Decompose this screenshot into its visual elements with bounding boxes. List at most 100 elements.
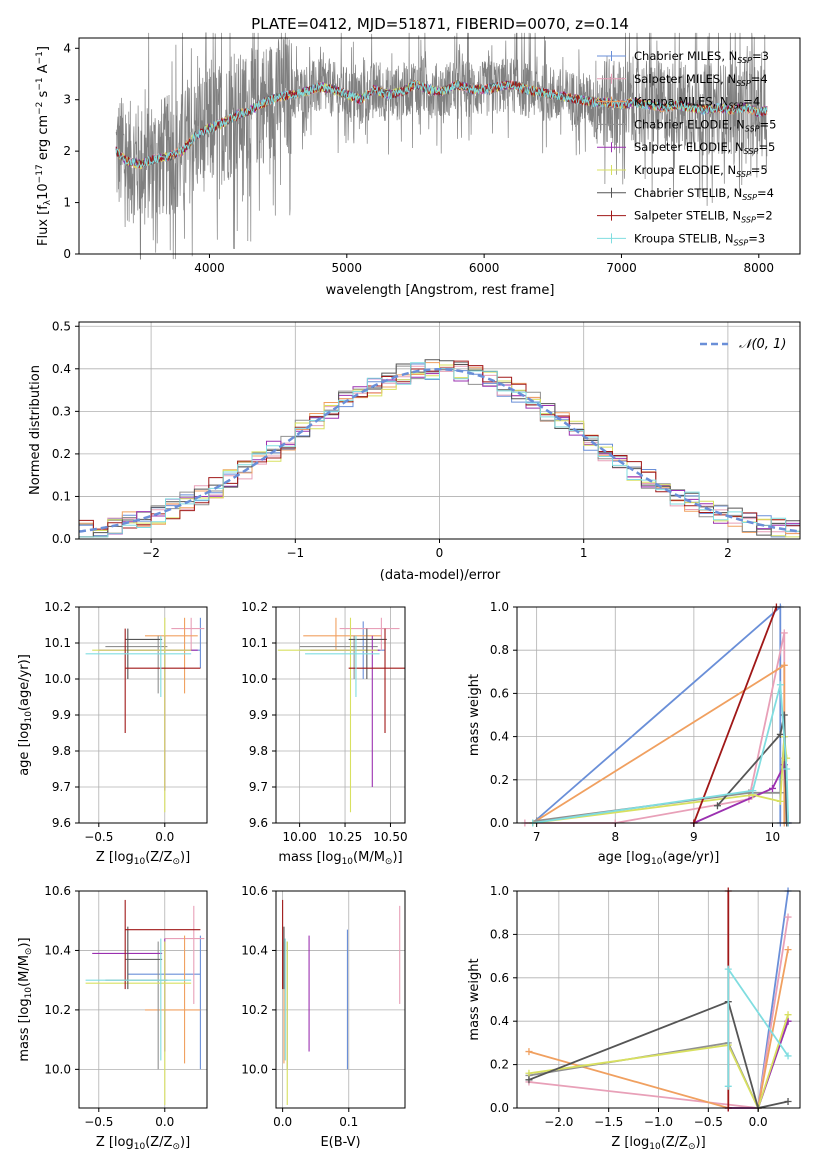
weight-marker xyxy=(724,1082,732,1090)
xtick-label: 7 xyxy=(533,830,541,844)
spectrum-title: PLATE=0412, MJD=51871, FIBERID=0070, z=0… xyxy=(251,15,629,33)
xtick-label: 8 xyxy=(611,830,619,844)
residuals-legend: 𝒩(0, 1) xyxy=(700,337,786,352)
weight-marker xyxy=(783,765,791,773)
legend-label: Chabrier ELODIE, NSSP=5 xyxy=(634,117,776,133)
ytick-label: 0.4 xyxy=(490,730,509,744)
spectrum-ytick-label: 1 xyxy=(63,196,71,210)
residuals-ytick-label: 0.3 xyxy=(52,404,71,418)
legend-label: Salpeter MILES, NSSP=4 xyxy=(634,72,768,88)
panel-ylabel: mass [log10(M/M⊙)] xyxy=(17,937,34,1061)
weight-marker xyxy=(776,797,784,805)
ytick-label: 10.6 xyxy=(241,884,268,898)
axes-frame xyxy=(516,606,801,824)
xtick-label: 10.00 xyxy=(282,830,316,844)
residuals-xtick-label: 1 xyxy=(580,546,588,560)
ytick-label: 10.1 xyxy=(241,636,268,650)
weight-line xyxy=(528,1000,789,1110)
ytick-label: 10.2 xyxy=(241,600,268,614)
weight-marker xyxy=(784,913,792,921)
mass-vs-ebv-panel: 0.0 0.1 10.0 10.2 10.4 10.6 E(B-V) xyxy=(241,884,406,1150)
ytick-label: 0.6 xyxy=(490,971,509,985)
ytick-label: 9.6 xyxy=(52,816,71,830)
residuals-panel: −2 −1 0 1 2 0.0 0.1 0.2 0.3 0.4 0.5 (data-model)/… xyxy=(28,319,801,583)
spectrum-ytick-label: 0 xyxy=(63,247,71,261)
weight-marker xyxy=(713,802,721,810)
panel-ylabel: mass weight xyxy=(467,674,482,756)
spectrum-ytick-label: 4 xyxy=(63,41,71,55)
mass-vs-metallicity-panel: −0.5 0.0 10.0 10.2 10.4 10.6 Z [log10(Z/Z⊙)] ma… xyxy=(17,884,208,1152)
ytick-label: 1.0 xyxy=(490,600,509,614)
spectrum-xtick-label: 5000 xyxy=(332,261,363,275)
xtick-label: −0.5 xyxy=(84,830,113,844)
weight-vs-metallicity-panel: −2.0 −1.5 −1.0 −0.5 0.0 0.0 0.2 0.4 0.6 0.8 1.0 Z [… xyxy=(467,884,801,1152)
weight-marker xyxy=(784,1052,792,1060)
xtick-label: 10.50 xyxy=(373,830,407,844)
ytick-label: 10.6 xyxy=(44,884,71,898)
legend-label: Salpeter STELIB, NSSP=2 xyxy=(634,209,773,225)
residuals-ytick-label: 0.4 xyxy=(52,362,71,376)
residuals-xlabel: (data-model)/error xyxy=(380,568,501,583)
ytick-label: 9.8 xyxy=(249,744,268,758)
residuals-ytick-label: 0.5 xyxy=(52,319,71,333)
ytick-label: 0.6 xyxy=(490,686,509,700)
ytick-label: 10.0 xyxy=(241,672,268,686)
spectrum-frame xyxy=(78,37,801,255)
spectrum-ylabel: Flux [fλ10−17 erg cm−2 s−1 A−1] xyxy=(35,46,53,246)
ytick-label: 0.4 xyxy=(490,1014,509,1028)
ytick-label: 9.6 xyxy=(249,816,268,830)
gaussian-curve xyxy=(78,368,798,533)
spectrum-model-line xyxy=(115,80,768,168)
xtick-label: 0.0 xyxy=(155,830,174,844)
spectrum-xtick-label: 4000 xyxy=(194,261,225,275)
residuals-ylabel: Normed distribution xyxy=(28,365,43,495)
spectrum-xtick-label: 8000 xyxy=(744,261,775,275)
spectrum-xtick-label: 7000 xyxy=(606,261,637,275)
ytick-label: 9.7 xyxy=(52,780,71,794)
panel-xlabel: Z [log10(Z/Z⊙)] xyxy=(96,1135,190,1152)
panel-xlabel: age [log10(age/yr)] xyxy=(598,850,720,867)
residuals-ytick-label: 0.1 xyxy=(52,489,71,503)
xtick-label: −2.0 xyxy=(544,1115,573,1129)
xtick-label: 0.0 xyxy=(155,1115,174,1129)
weight-line xyxy=(693,606,778,824)
age-vs-mass-panel: 10.00 10.25 10.50 9.6 9.7 9.8 9.9 10.0 10.1 10.2 m… xyxy=(241,600,407,867)
ytick-label: 9.9 xyxy=(52,708,71,722)
ytick-label: 0.0 xyxy=(490,816,509,830)
weight-marker xyxy=(776,730,784,738)
residuals-ytick-label: 0.2 xyxy=(52,447,71,461)
ytick-label: 10.0 xyxy=(44,1062,71,1076)
weight-marker xyxy=(749,787,757,795)
panel-xlabel: Z [log10(Z/Z⊙)] xyxy=(611,1135,705,1152)
weight-marker xyxy=(776,681,784,689)
ytick-label: 10.1 xyxy=(44,636,71,650)
xtick-label: 9 xyxy=(690,830,698,844)
ytick-label: 0.8 xyxy=(490,643,509,657)
ytick-label: 9.7 xyxy=(249,780,268,794)
xtick-label: −0.5 xyxy=(694,1115,723,1129)
ytick-label: 10.2 xyxy=(44,1003,71,1017)
ytick-label: 9.8 xyxy=(52,744,71,758)
ytick-label: 0.2 xyxy=(490,1058,509,1072)
ytick-label: 10.4 xyxy=(241,943,268,957)
legend-label: Salpeter ELODIE, NSSP=5 xyxy=(634,140,775,156)
spectrum-panel: PLATE=0412, MJD=51871, FIBERID=0070, z=0… xyxy=(35,15,801,298)
weight-marker xyxy=(525,1069,533,1077)
legend-label: Kroupa STELIB, NSSP=3 xyxy=(634,231,765,247)
spectrum-xlabel: wavelength [Angstrom, rest frame] xyxy=(326,283,555,298)
legend-label: Chabrier MILES, NSSP=3 xyxy=(634,49,769,65)
gaussian-legend-label: 𝒩(0, 1) xyxy=(739,337,786,352)
ytick-label: 0.0 xyxy=(490,1101,509,1115)
spectrum-legend: Chabrier MILES, NSSP=3 Salpeter MILES, NS… xyxy=(597,49,776,247)
weight-marker xyxy=(525,1048,533,1056)
panel-xlabel: Z [log10(Z/Z⊙)] xyxy=(96,850,190,867)
ytick-label: 9.9 xyxy=(249,708,268,722)
panel-xlabel: E(B-V) xyxy=(320,1135,360,1150)
ytick-label: 10.0 xyxy=(241,1062,268,1076)
weight-marker xyxy=(784,946,792,954)
xtick-label: 0.1 xyxy=(339,1115,358,1129)
weight-marker xyxy=(780,661,788,669)
axes-frame xyxy=(275,890,406,1109)
xtick-label: −0.5 xyxy=(84,1115,113,1129)
